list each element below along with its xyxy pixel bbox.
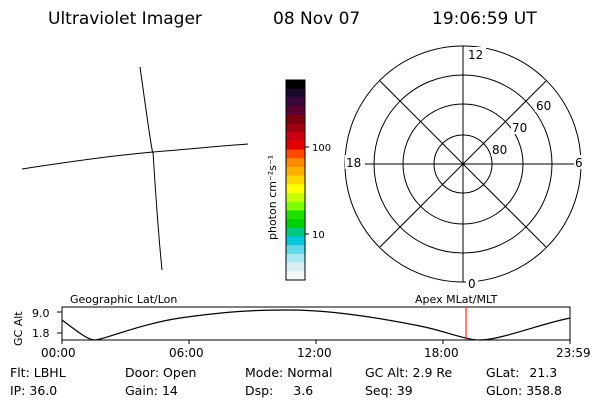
color-bar-cell	[286, 271, 305, 281]
label-backing	[511, 120, 531, 134]
color-bar-tick-label-10: 10	[312, 230, 325, 241]
color-bar-cell	[286, 262, 305, 272]
color-bar-cell	[286, 245, 305, 255]
label-backing	[574, 155, 586, 169]
app-title: Ultraviolet Imager	[48, 9, 202, 29]
color-bar-cell	[286, 210, 305, 220]
status-glat-label: GLat:	[486, 365, 520, 380]
time-tick-1800: 18:00	[424, 346, 459, 360]
y-max-label: 9.0	[32, 307, 50, 320]
status-mode: Mode: Normal	[245, 366, 333, 380]
color-bar: 100 10 photon cm⁻²s⁻¹	[266, 79, 331, 281]
date-readout: 08 Nov 07	[273, 9, 360, 29]
label-backing	[535, 98, 555, 112]
time-tick-2359: 23:59	[556, 346, 591, 360]
time-readout: 19:06:59 UT	[432, 9, 537, 29]
color-bar-tick-label-100: 100	[312, 143, 331, 154]
status-glon-value: 358.8	[526, 383, 562, 398]
y-min-label: 1.8	[32, 327, 50, 340]
time-tick-0000: 00:00	[41, 346, 76, 360]
color-bar-cell	[286, 114, 305, 124]
time-tick-0600: 06:00	[169, 346, 204, 360]
lat-label-60: 60	[536, 99, 551, 113]
status-dsp: Dsp: 3.6	[245, 384, 313, 398]
mlt-label-6: 6	[575, 156, 583, 170]
status-ip: IP: 36.0	[10, 384, 57, 398]
label-backing	[345, 155, 365, 169]
color-bar-cell	[286, 253, 305, 264]
color-bar-cell	[286, 106, 305, 116]
parallel-line	[21, 143, 249, 170]
status-filter-label: Flt:	[10, 365, 30, 380]
color-bar-cell	[286, 227, 305, 238]
status-mode-label: Mode:	[245, 365, 284, 380]
time-tick-1200: 12:00	[297, 346, 332, 360]
color-bar-cell	[286, 184, 305, 194]
mlt-label-18: 18	[346, 156, 361, 170]
label-backing	[491, 142, 511, 156]
color-bar-cell	[286, 175, 305, 185]
color-bar-cell	[286, 158, 305, 168]
geographic-grid	[21, 66, 249, 271]
status-gc-alt: GC Alt: 2.9 Re	[365, 366, 452, 380]
status-filter-value: LBHL	[33, 365, 66, 380]
mlt-label-12: 12	[468, 48, 483, 62]
color-bar-cell	[286, 123, 305, 133]
status-mode-value: Normal	[287, 365, 333, 380]
timeline-frame	[61, 306, 571, 341]
color-bar-cell	[286, 166, 305, 177]
status-dsp-label: Dsp:	[245, 383, 274, 398]
status-dsp-value: 3.6	[293, 383, 314, 398]
status-ip-label: IP:	[10, 383, 26, 398]
polar-labels: 12 18 6 0 60 70 80	[345, 47, 586, 291]
color-bar-unit-label: photon cm⁻²s⁻¹	[266, 155, 279, 240]
status-gain-label: Gain:	[125, 383, 158, 398]
label-backing	[466, 47, 486, 61]
color-bar-cell	[286, 236, 305, 246]
color-bar-cell	[286, 201, 305, 211]
color-bar-cell	[286, 80, 305, 90]
gc-alt-axis-label: GC Alt	[12, 311, 25, 346]
color-bar-cell	[286, 97, 305, 107]
apex-label: Apex MLat/MLT	[415, 293, 498, 306]
lat-label-80: 80	[492, 143, 507, 157]
status-seq: Seq: 39	[365, 384, 413, 398]
status-glat-value: 21.3	[529, 365, 558, 380]
status-filter: Flt: LBHL	[10, 366, 66, 380]
lat-label-70: 70	[512, 121, 527, 135]
color-bar-cell	[286, 149, 305, 159]
altitude-curve	[61, 309, 571, 341]
color-bar-cell	[286, 219, 305, 229]
mlt-label-0: 0	[468, 277, 476, 291]
timeline-panel: Geographic Lat/Lon Apex MLat/MLT GC Alt …	[12, 293, 591, 360]
status-glon: GLon: 358.8	[486, 384, 562, 398]
color-bar-cell	[286, 132, 305, 142]
status-glon-label: GLon:	[486, 383, 523, 398]
polar-plot	[344, 45, 582, 283]
color-bar-frame	[285, 79, 306, 281]
status-door: Door: Open	[125, 366, 196, 380]
status-ip-value: 36.0	[29, 383, 58, 398]
label-backing	[466, 276, 478, 290]
status-gc-alt-label: GC Alt:	[365, 365, 409, 380]
status-gain: Gain: 14	[125, 384, 178, 398]
meridian-line	[139, 66, 163, 271]
status-seq-value: 39	[396, 383, 413, 398]
status-door-label: Door:	[125, 365, 160, 380]
status-seq-label: Seq:	[365, 383, 393, 398]
color-bar-cell	[286, 193, 305, 203]
polar-diagonal-2	[379, 80, 547, 248]
status-glat: GLat: 21.3	[486, 366, 557, 380]
status-gain-value: 14	[161, 383, 178, 398]
status-gc-alt-value: 2.9 Re	[412, 365, 453, 380]
x-ticks	[61, 340, 571, 344]
color-bar-cell	[286, 88, 305, 98]
status-door-value: Open	[163, 365, 197, 380]
geographic-label: Geographic Lat/Lon	[70, 293, 177, 306]
color-bar-cell	[286, 140, 305, 151]
